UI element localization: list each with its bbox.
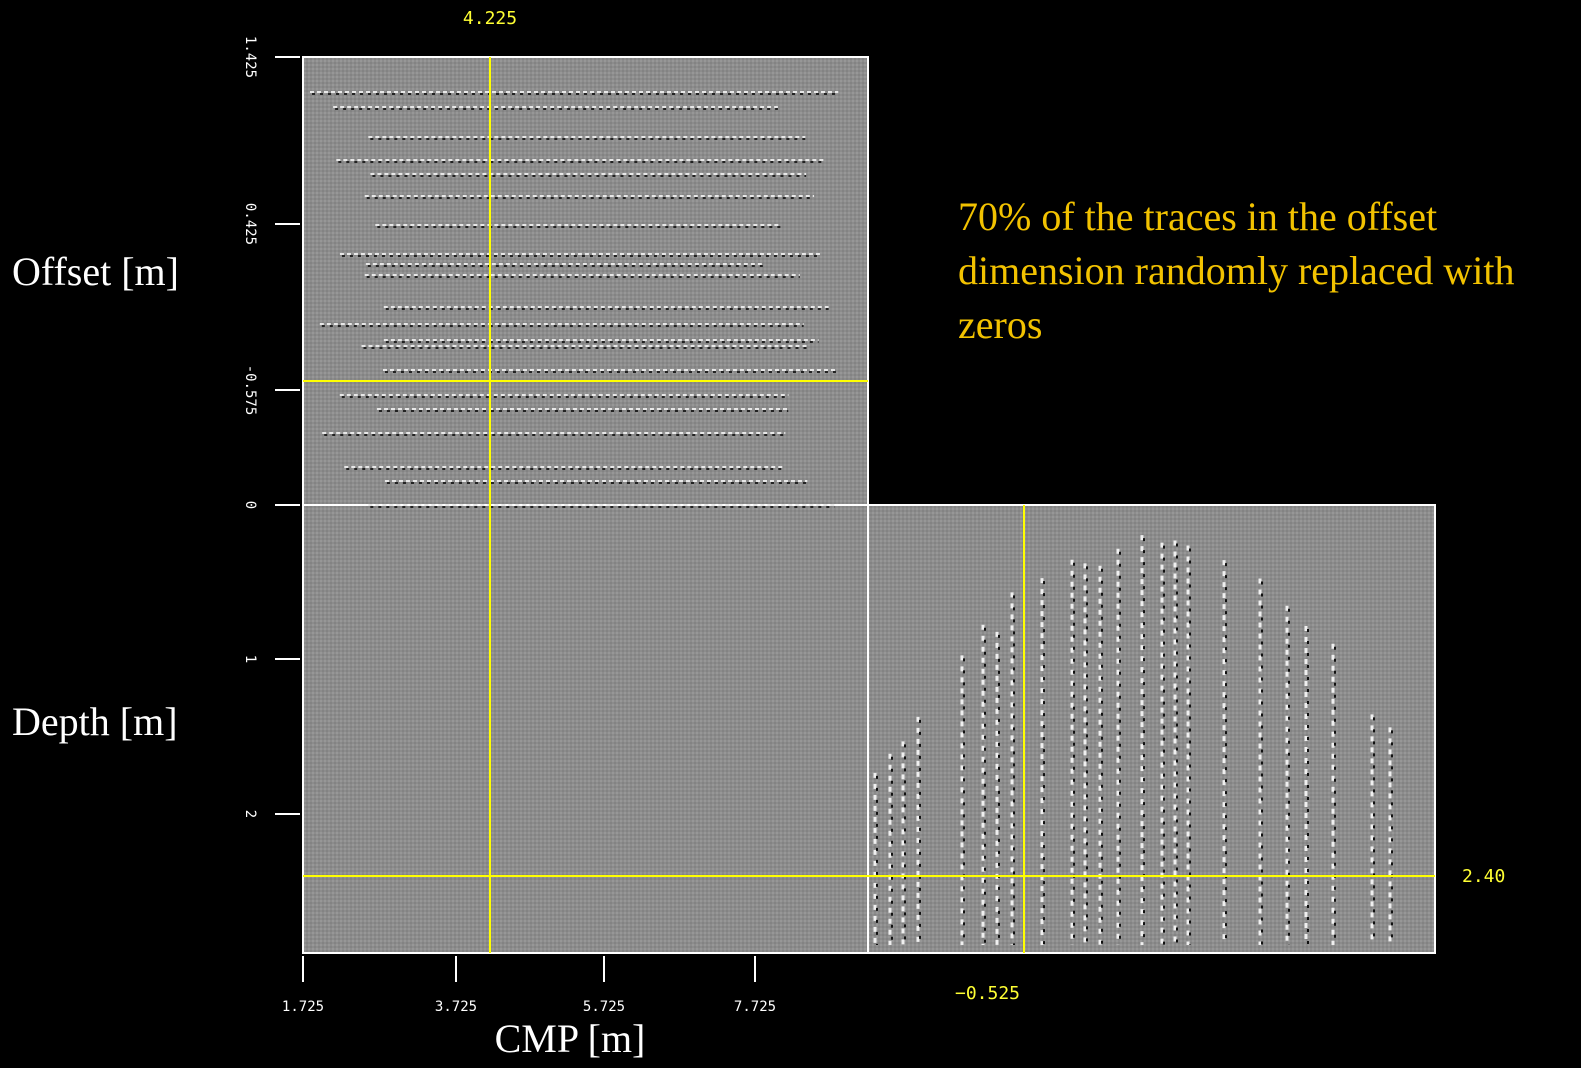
cmp-tick: 7.725: [734, 999, 776, 1015]
cmp-tick: 5.725: [583, 999, 625, 1015]
offset-panel: [303, 57, 868, 505]
offset-tick: -0.575: [242, 365, 258, 416]
offset-tick: 1.425: [242, 36, 258, 78]
offset-tick: 0: [242, 501, 258, 509]
right-value: 2.40: [1462, 866, 1505, 887]
depth-tick: 2: [242, 810, 258, 818]
top-value: 4.225: [463, 8, 517, 29]
seismic-view: 4.225 2.40 −0.525 1.425 0.425 -0.575 0 1…: [0, 0, 1581, 1068]
cmp-label: CMP [m]: [495, 1016, 646, 1061]
offset-label: Offset [m]: [12, 249, 179, 294]
cmp-tick: 1.725: [282, 999, 324, 1015]
bottom-value: −0.525: [955, 983, 1020, 1004]
side-panel: [868, 505, 1435, 953]
depth-panel: [303, 505, 868, 953]
annotation: 70% of the traces in the offset dimensio…: [958, 190, 1558, 352]
cmp-tick: 3.725: [435, 999, 477, 1015]
slide: 4.225 2.40 −0.525 1.425 0.425 -0.575 0 1…: [0, 0, 1581, 1068]
depth-tick: 1: [242, 655, 258, 663]
depth-label: Depth [m]: [12, 699, 178, 744]
offset-tick: 0.425: [242, 203, 258, 245]
